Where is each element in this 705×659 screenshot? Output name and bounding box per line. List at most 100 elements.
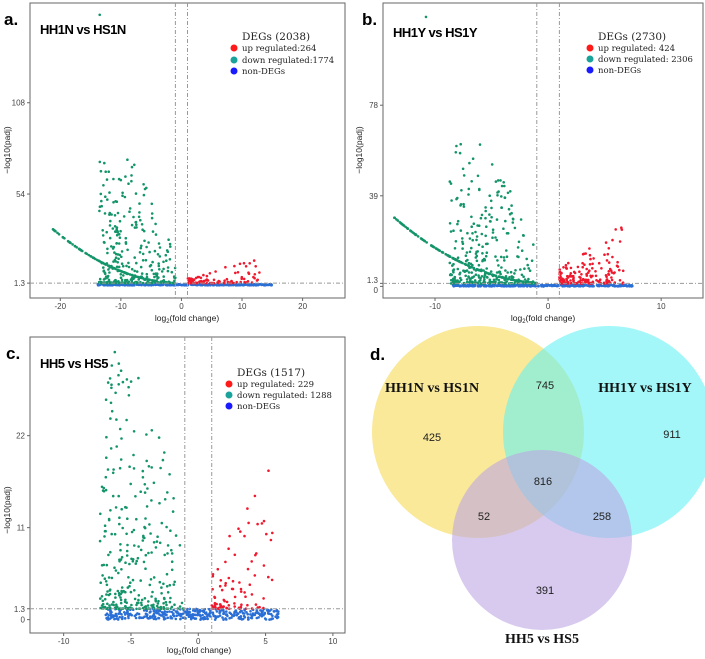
down-regulated-point	[99, 169, 103, 173]
down-regulated-point	[170, 270, 174, 274]
down-regulated-point	[528, 269, 532, 273]
down-regulated-point	[118, 219, 122, 223]
up-regulated-point	[605, 275, 608, 279]
non-deg-point	[462, 284, 465, 288]
non-deg-point	[222, 610, 225, 613]
non-deg-point	[630, 284, 634, 288]
non-deg-point	[165, 610, 169, 614]
down-regulated-point	[476, 174, 480, 178]
down-regulated-point	[510, 204, 513, 207]
non-deg-point	[215, 610, 219, 613]
down-regulated-point	[156, 602, 160, 605]
down-regulated-point	[169, 529, 172, 532]
non-deg-point	[569, 284, 572, 287]
up-regulated-point	[588, 263, 592, 266]
down-regulated-point	[437, 248, 441, 252]
down-regulated-point	[122, 215, 126, 218]
down-regulated-point	[108, 265, 111, 268]
down-regulated-point	[130, 277, 134, 281]
down-regulated-point	[102, 606, 105, 609]
down-regulated-point	[102, 489, 106, 493]
down-regulated-point	[104, 398, 108, 402]
non-deg-point	[160, 611, 164, 614]
up-regulated-point	[223, 281, 226, 285]
down-regulated-point	[118, 281, 121, 285]
legend-non-marker	[225, 402, 233, 410]
non-deg-point	[187, 615, 191, 618]
down-regulated-point	[449, 182, 453, 185]
down-regulated-point	[145, 186, 148, 190]
down-regulated-point	[505, 249, 508, 252]
down-regulated-point	[478, 143, 482, 146]
down-regulated-point	[124, 278, 127, 282]
down-regulated-point	[154, 597, 157, 601]
down-regulated-point	[169, 596, 172, 600]
down-regulated-point	[452, 262, 455, 266]
down-regulated-point	[109, 417, 112, 420]
down-regulated-point	[103, 535, 106, 538]
down-regulated-point	[456, 196, 459, 200]
up-regulated-point	[271, 531, 274, 535]
down-regulated-point	[479, 282, 482, 285]
down-regulated-point	[154, 600, 158, 603]
down-regulated-point	[163, 498, 167, 501]
down-regulated-point	[150, 466, 153, 469]
non-deg-point	[126, 612, 130, 616]
non-deg-point	[274, 615, 277, 618]
down-regulated-point	[469, 266, 472, 269]
up-regulated-point	[606, 252, 610, 256]
x-tick-label: -5	[127, 637, 135, 646]
non-deg-point	[193, 613, 196, 617]
down-regulated-point	[477, 224, 481, 227]
up-regulated-point	[611, 255, 614, 259]
non-deg-point	[255, 283, 259, 286]
down-regulated-point	[480, 232, 484, 236]
down-regulated-point	[502, 181, 506, 184]
down-regulated-point	[514, 269, 517, 272]
down-regulated-point	[470, 225, 474, 228]
x-tick-label: 0	[179, 302, 184, 311]
y-axis-label: −log10(padj)	[2, 126, 12, 174]
down-regulated-point	[473, 279, 477, 282]
down-regulated-point	[135, 607, 138, 611]
down-regulated-point	[467, 271, 471, 274]
down-regulated-point	[134, 192, 138, 195]
down-regulated-point	[102, 486, 106, 490]
down-regulated-point	[452, 229, 455, 232]
down-regulated-point	[494, 280, 497, 284]
down-regulated-point	[494, 236, 497, 239]
up-regulated-point	[233, 264, 236, 268]
down-regulated-point	[178, 605, 182, 608]
down-regulated-point	[137, 594, 141, 597]
non-deg-point	[146, 283, 150, 287]
down-regulated-point	[135, 517, 138, 521]
down-regulated-point	[470, 215, 473, 219]
non-deg-point	[177, 282, 181, 286]
non-deg-point	[536, 284, 540, 288]
down-regulated-point	[118, 236, 122, 239]
down-regulated-point	[120, 262, 124, 266]
down-regulated-point	[456, 267, 460, 271]
up-regulated-point	[246, 507, 249, 510]
down-regulated-point	[488, 278, 492, 282]
down-regulated-point	[489, 270, 493, 273]
down-regulated-point	[477, 243, 481, 247]
down-regulated-point	[131, 560, 135, 563]
down-regulated-point	[520, 273, 524, 277]
non-deg-point	[120, 617, 124, 621]
down-regulated-point	[129, 590, 133, 594]
non-deg-point	[206, 615, 209, 618]
up-regulated-point	[248, 583, 252, 586]
down-regulated-point	[160, 270, 164, 273]
down-regulated-point	[145, 281, 148, 285]
up-regulated-point	[244, 265, 248, 268]
down-regulated-point	[75, 246, 78, 249]
down-regulated-point	[500, 184, 504, 188]
up-regulated-point	[231, 587, 235, 591]
up-regulated-point	[610, 276, 613, 279]
down-regulated-point	[441, 250, 444, 254]
non-deg-point	[206, 283, 210, 287]
non-deg-point	[257, 616, 260, 619]
down-regulated-point	[461, 167, 465, 171]
